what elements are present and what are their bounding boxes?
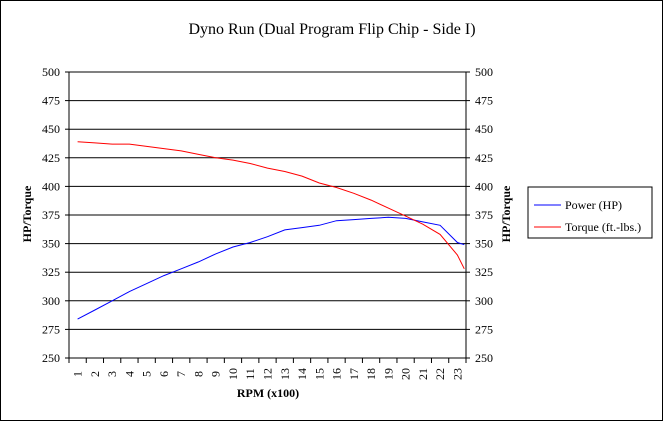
x-tick-label: 19 [381, 368, 395, 380]
y-tick-label-left: 325 [42, 265, 60, 279]
y-axis-title-left: HP/Torque [20, 185, 34, 242]
x-tick-label: 13 [278, 368, 292, 380]
y-tick-label-right: 500 [475, 65, 493, 79]
y-tick-label-left: 300 [42, 294, 60, 308]
y-tick-label-right: 475 [475, 94, 493, 108]
x-tick-label: 1 [71, 371, 85, 377]
legend-label-torque: Torque (ft.-lbs.) [565, 220, 641, 234]
x-tick-label: 21 [416, 368, 430, 380]
x-tick-label: 10 [226, 368, 240, 380]
series-lines [77, 141, 465, 320]
y-tick-label-right: 450 [475, 122, 493, 136]
y-tick-label-left: 250 [42, 351, 60, 365]
x-tick-label: 7 [174, 371, 188, 377]
y-tick-label-left: 350 [42, 237, 60, 251]
y-tick-label-right: 375 [475, 208, 493, 222]
series-line-power [77, 216, 465, 320]
legend-box [527, 186, 653, 239]
y-axis-title-right: HP/Torque [499, 185, 513, 242]
x-axis-title: RPM (x100) [237, 386, 299, 400]
x-tick-label: 4 [122, 371, 136, 377]
y-tick-label-left: 375 [42, 208, 60, 222]
x-tick-label: 23 [450, 368, 464, 380]
x-tick-label: 8 [191, 371, 205, 377]
y-tick-label-left: 400 [42, 179, 60, 193]
y-tick-label-left: 475 [42, 94, 60, 108]
y-tick-label-left: 425 [42, 151, 60, 165]
x-tick-label: 6 [157, 371, 171, 377]
y-tick-label-right: 300 [475, 294, 493, 308]
gridlines [69, 100, 466, 330]
x-tick-label: 17 [347, 368, 361, 380]
legend-label-power: Power (HP) [565, 198, 622, 212]
y-tick-label-right: 250 [475, 351, 493, 365]
y-tick-label-right: 325 [475, 265, 493, 279]
x-tick-label: 5 [140, 371, 154, 377]
x-tick-label: 11 [243, 368, 257, 380]
x-tick-label: 2 [88, 371, 102, 377]
y-tick-label-left: 500 [42, 65, 60, 79]
y-tick-label-left: 450 [42, 122, 60, 136]
y-tick-label-right: 400 [475, 179, 493, 193]
y-tick-label-right: 275 [475, 322, 493, 336]
series-line-torque [77, 141, 465, 270]
x-tick-label: 14 [295, 368, 309, 380]
x-tick-label: 9 [209, 371, 223, 377]
y-tick-label-right: 350 [475, 237, 493, 251]
x-tick-label: 22 [433, 368, 447, 380]
y-tick-label-left: 275 [42, 322, 60, 336]
y-tick-label-right: 425 [475, 151, 493, 165]
x-tick-label: 20 [399, 368, 413, 380]
x-tick-label: 3 [105, 371, 119, 377]
x-tick-label: 18 [364, 368, 378, 380]
x-tick-label: 16 [330, 368, 344, 380]
legend: Power (HP) Torque (ft.-lbs.) [527, 186, 653, 239]
chart-title: Dyno Run (Dual Program Flip Chip - Side … [188, 21, 475, 38]
x-tick-label: 15 [312, 368, 326, 380]
x-tick-label: 12 [261, 368, 275, 380]
